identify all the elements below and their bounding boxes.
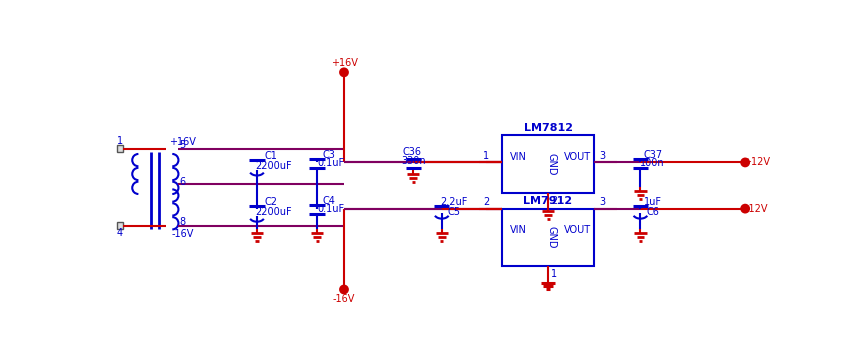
Text: -16V: -16V xyxy=(171,229,193,239)
Circle shape xyxy=(340,69,348,76)
Text: C1: C1 xyxy=(265,151,277,161)
Text: C6: C6 xyxy=(646,208,659,218)
Text: 2.2uF: 2.2uF xyxy=(441,197,467,208)
Text: C4: C4 xyxy=(323,196,336,206)
Text: 100n: 100n xyxy=(640,158,665,168)
Text: 3: 3 xyxy=(599,151,605,161)
Text: 4: 4 xyxy=(117,228,123,238)
Text: VOUT: VOUT xyxy=(564,152,591,162)
Text: +16V: +16V xyxy=(330,58,358,68)
Text: C37: C37 xyxy=(643,150,663,160)
Text: GND: GND xyxy=(547,226,557,249)
Text: +16V: +16V xyxy=(169,137,196,146)
Bar xyxy=(502,209,594,266)
Text: C2: C2 xyxy=(265,197,277,208)
Text: VIN: VIN xyxy=(510,225,527,235)
Text: 2: 2 xyxy=(551,196,557,206)
Bar xyxy=(116,223,123,229)
Text: +12V: +12V xyxy=(743,158,770,167)
Circle shape xyxy=(741,205,749,213)
Text: 8: 8 xyxy=(179,218,186,228)
Text: LM7912: LM7912 xyxy=(524,196,573,206)
Text: 3: 3 xyxy=(599,197,605,208)
Circle shape xyxy=(340,286,348,293)
Bar xyxy=(116,145,123,151)
Text: VOUT: VOUT xyxy=(564,225,591,235)
Text: LM7812: LM7812 xyxy=(524,123,573,133)
Text: VIN: VIN xyxy=(510,152,527,162)
Text: 330n: 330n xyxy=(401,156,425,166)
Text: 0.1uF: 0.1uF xyxy=(318,204,344,214)
Text: 1: 1 xyxy=(117,136,123,146)
Text: 2: 2 xyxy=(484,197,490,208)
Text: 5: 5 xyxy=(179,140,186,150)
Text: 1: 1 xyxy=(484,151,490,161)
Text: C3: C3 xyxy=(323,150,336,160)
Text: GND: GND xyxy=(547,153,557,176)
Text: -16V: -16V xyxy=(333,294,355,304)
Text: 0.1uF: 0.1uF xyxy=(318,158,344,168)
Text: 2200uF: 2200uF xyxy=(256,208,292,218)
Text: C36: C36 xyxy=(402,146,421,157)
Circle shape xyxy=(741,159,749,166)
Text: 1uF: 1uF xyxy=(644,197,662,208)
Text: C5: C5 xyxy=(448,207,461,217)
Text: -12V: -12V xyxy=(746,204,768,214)
Bar xyxy=(502,135,594,193)
Text: 2200uF: 2200uF xyxy=(256,161,292,171)
Text: 1: 1 xyxy=(551,269,557,279)
Text: 6: 6 xyxy=(179,177,186,187)
